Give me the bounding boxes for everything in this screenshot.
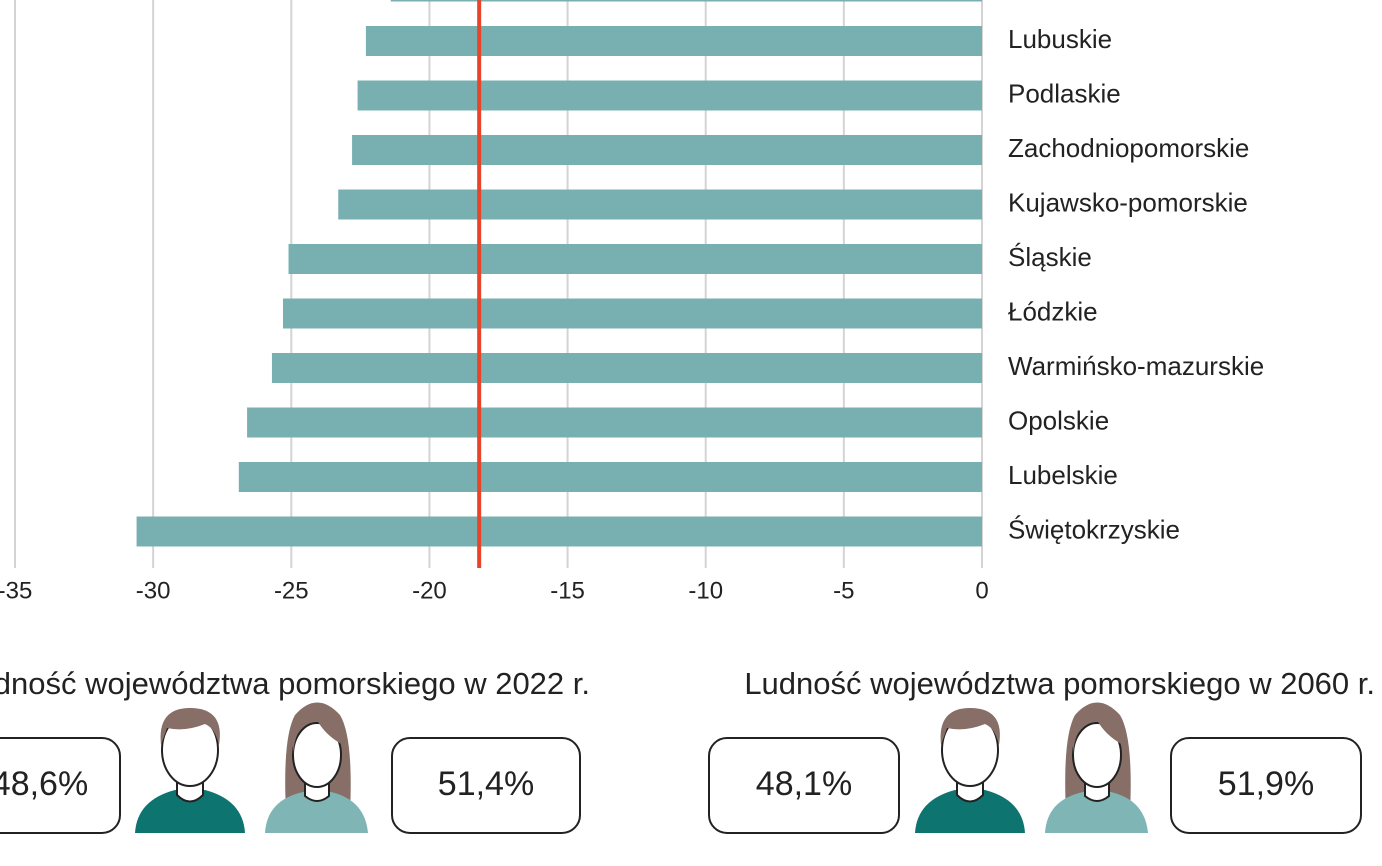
bar	[288, 244, 983, 274]
female-share: 51,9%	[1218, 765, 1314, 803]
x-tick-label: 0	[975, 577, 988, 604]
bar	[357, 80, 982, 111]
category-label: Śląskie	[1008, 242, 1092, 272]
x-tick-label: -15	[550, 577, 585, 604]
category-label: Świętokrzyskie	[1008, 514, 1180, 544]
x-tick-label: -35	[0, 577, 32, 604]
x-tick-label: -10	[688, 577, 723, 604]
box	[708, 737, 900, 834]
male-icon	[135, 708, 245, 833]
bar	[352, 135, 982, 165]
box	[391, 737, 581, 834]
category-label: Kujawsko-pomorskie	[1008, 187, 1248, 217]
box	[0, 737, 121, 834]
x-tick-label: -5	[833, 577, 854, 604]
female-share: 51,4%	[438, 765, 534, 803]
female-icon	[1045, 702, 1148, 833]
bar	[271, 353, 983, 383]
panel: Ludność województwa pomorskiego w 2022 r…	[0, 666, 590, 834]
male-icon	[915, 708, 1025, 833]
bar	[282, 298, 982, 329]
male-share: 48,6%	[0, 765, 88, 803]
x-tick-label: -20	[412, 577, 447, 604]
bar	[238, 462, 982, 492]
bar	[365, 26, 983, 56]
category-label: Podlaskie	[1008, 78, 1121, 108]
category-label: Lubelskie	[1008, 460, 1118, 490]
bar	[247, 407, 982, 438]
bar	[338, 189, 982, 220]
category-label: Łódzkie	[1008, 296, 1098, 326]
box	[1170, 737, 1362, 834]
x-tick-label: -25	[274, 577, 309, 604]
panel: Ludność województwa pomorskiego w 2060 r…	[708, 666, 1375, 834]
female-icon	[265, 702, 368, 833]
panel-title: Ludność województwa pomorskiego w 2022 r…	[0, 666, 590, 701]
panel-title: Ludność województwa pomorskiego w 2060 r…	[744, 666, 1375, 701]
bar	[136, 516, 982, 547]
bar	[390, 0, 983, 2]
category-label: Lubuskie	[1008, 24, 1112, 54]
category-label: Opolskie	[1008, 405, 1109, 435]
category-label: Zachodniopomorskie	[1008, 133, 1249, 163]
male-share: 48,1%	[756, 765, 852, 803]
category-label: Warmińsko-mazurskie	[1008, 351, 1264, 381]
x-tick-label: -30	[136, 577, 171, 604]
